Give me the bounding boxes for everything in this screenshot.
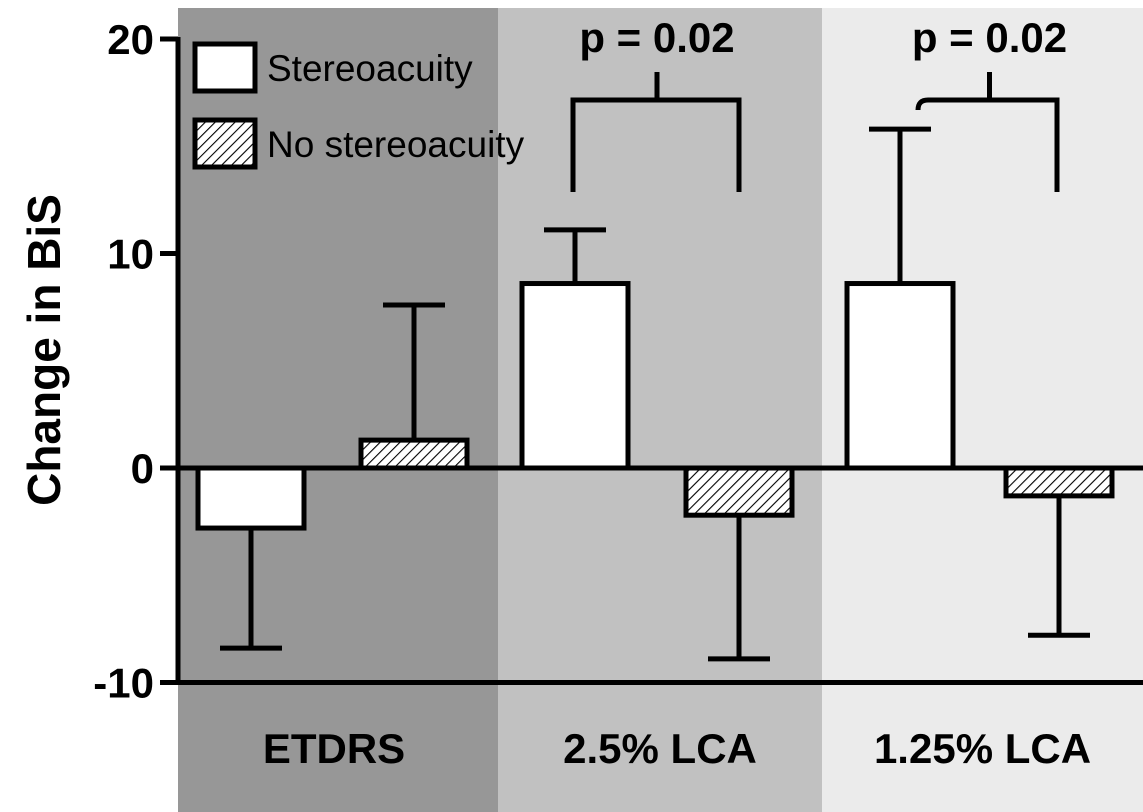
bar-stereoacuity-2 [844,281,956,471]
significance-bracket-1 [915,97,1060,192]
y-axis-label: Change in BiS [18,194,70,506]
y-tick-label: 20 [107,16,154,63]
y-tick-label: -10 [93,660,154,707]
legend-swatch-no-stereoacuity [192,117,258,170]
legend-swatch-stereoacuity [192,41,258,94]
legend-label: No stereoacuity [267,124,525,165]
bar-no-stereoacuity-0 [358,437,470,471]
legend-label: Stereoacuity [267,48,473,89]
y-tick-label: 10 [107,231,154,278]
x-category-label: ETDRS [263,725,405,772]
bar-stereoacuity-1 [519,281,631,471]
p-value-label: p = 0.02 [579,14,734,61]
bar-no-stereoacuity-1 [683,465,795,518]
x-category-label: 1.25% LCA [874,725,1091,772]
bar-no-stereoacuity-2 [1003,465,1115,499]
p-value-label: p = 0.02 [912,14,1067,61]
x-category-label: 2.5% LCA [563,725,757,772]
y-tick-label: 0 [131,445,154,492]
bar-stereoacuity-0 [195,465,307,531]
